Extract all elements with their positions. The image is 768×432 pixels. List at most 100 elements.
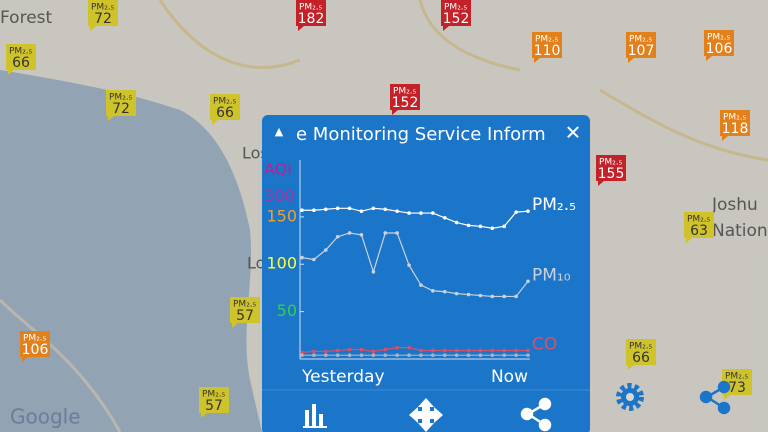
series-line: [302, 207, 529, 229]
data-point: [514, 353, 518, 358]
aqi-marker[interactable]: PM₂.₅72: [88, 0, 118, 31]
aqi-marker[interactable]: PM₂.₅72: [106, 90, 136, 121]
marker-shape: [441, 0, 471, 31]
aqi-marker[interactable]: PM₂.₅66: [626, 339, 656, 370]
data-point: [431, 348, 435, 353]
data-point: [359, 233, 364, 237]
ocean: [0, 70, 262, 432]
data-point: [347, 353, 352, 358]
data-point: [466, 292, 471, 297]
data-point: [347, 231, 352, 235]
aqi-marker[interactable]: PM₂.₅57: [199, 387, 229, 418]
marker-value: 66: [632, 350, 650, 366]
place-label: Nation: [712, 221, 768, 241]
data-point: [300, 353, 304, 358]
legend-label: PM₂.₅: [532, 195, 576, 215]
popup-title: e Monitoring Service Inform: [296, 124, 546, 145]
marker-shape: [704, 30, 734, 61]
chart: AQI 300 50 100 150 Yesterday Now PM₂.₅ PM₁₀ CO: [264, 160, 576, 388]
data-point: [312, 208, 316, 213]
place-label: Joshu: [711, 195, 758, 215]
data-point: [490, 226, 495, 231]
marker-pollutant: PM₂.₅: [629, 342, 653, 352]
data-point: [526, 353, 530, 358]
data-point: [347, 206, 352, 211]
marker-value: 57: [205, 398, 223, 414]
map-share-button[interactable]: [699, 380, 731, 415]
data-point: [454, 220, 459, 225]
data-point: [526, 348, 530, 353]
data-point: [300, 255, 304, 260]
marker-shape: [532, 32, 562, 63]
roads: [158, 0, 768, 162]
y-tick-label: 100: [266, 254, 297, 273]
marker-shape: [230, 297, 260, 328]
marker-shape: [390, 84, 420, 115]
data-point: [383, 207, 388, 212]
data-point: [466, 353, 471, 358]
marker-value: 106: [22, 342, 49, 358]
data-point: [407, 353, 411, 358]
data-point: [383, 231, 388, 235]
marker-shape: [720, 110, 750, 141]
marker-value: 106: [706, 41, 733, 57]
aqi-marker[interactable]: PM₂.₅66: [210, 94, 240, 125]
data-point: [347, 347, 352, 352]
settings-button[interactable]: [616, 383, 644, 411]
data-point: [383, 353, 388, 358]
data-point: [502, 348, 507, 353]
data-point: [502, 353, 507, 358]
close-button[interactable]: ✕: [565, 121, 582, 145]
data-point: [431, 288, 435, 293]
collapse-button[interactable]: ▲: [275, 125, 284, 138]
share-button[interactable]: [520, 397, 552, 432]
marker-pollutant: PM₂.₅: [725, 372, 749, 382]
marker-pollutant: PM₂.₅: [707, 33, 731, 43]
data-point: [490, 348, 495, 353]
data-point: [359, 347, 364, 352]
coast-road: [0, 298, 122, 432]
place-label: Forest: [0, 8, 53, 28]
data-point: [359, 209, 364, 213]
data-point: [407, 211, 411, 215]
data-point: [454, 353, 459, 358]
chart-button[interactable]: [303, 404, 327, 428]
data-point: [300, 208, 304, 213]
marker-pollutant: PM₂.₅: [599, 158, 623, 168]
data-point: [490, 294, 495, 299]
marker-pollutant: PM₂.₅: [109, 93, 133, 103]
y-tick-label: 50: [277, 301, 297, 320]
marker-value: 110: [534, 43, 561, 59]
marker-pollutant: PM₂.₅: [299, 3, 323, 13]
data-point: [454, 291, 459, 296]
marker-pollutant: PM₂.₅: [393, 87, 417, 97]
move-button[interactable]: [409, 398, 443, 432]
marker-value: 72: [94, 11, 112, 27]
data-point: [526, 279, 530, 284]
legend-label: CO: [532, 334, 557, 354]
data-point: [383, 347, 388, 352]
aqi-marker[interactable]: PM₂.₅66: [6, 44, 36, 75]
marker-pollutant: PM₂.₅: [687, 215, 711, 225]
data-point: [514, 210, 518, 214]
aqi-marker[interactable]: PM₂.₅57: [230, 297, 260, 328]
data-point: [323, 353, 328, 358]
marker-pollutant: PM₂.₅: [213, 97, 237, 107]
data-point: [442, 353, 447, 358]
marker-value: 107: [628, 43, 655, 59]
aqi-marker[interactable]: PM₂.₅63: [684, 212, 714, 243]
data-point: [371, 353, 376, 358]
aqi-marker[interactable]: PM₂.₅73: [722, 369, 752, 400]
x-tick-label: Yesterday: [301, 367, 385, 387]
